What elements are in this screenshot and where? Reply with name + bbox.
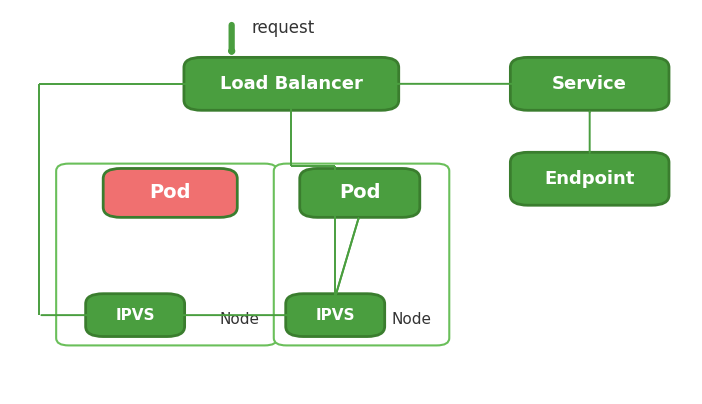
FancyBboxPatch shape — [510, 152, 669, 205]
FancyBboxPatch shape — [300, 168, 420, 217]
Text: Pod: Pod — [339, 183, 380, 202]
FancyBboxPatch shape — [103, 168, 237, 217]
Text: Endpoint: Endpoint — [545, 170, 635, 188]
FancyBboxPatch shape — [86, 294, 185, 337]
Text: Service: Service — [552, 75, 627, 93]
FancyBboxPatch shape — [56, 164, 277, 345]
Text: IPVS: IPVS — [115, 307, 155, 323]
FancyBboxPatch shape — [510, 57, 669, 110]
Text: IPVS: IPVS — [315, 307, 355, 323]
Text: Node: Node — [392, 312, 432, 327]
FancyBboxPatch shape — [286, 294, 385, 337]
Text: request: request — [251, 19, 314, 37]
FancyBboxPatch shape — [184, 57, 399, 110]
Text: Load Balancer: Load Balancer — [220, 75, 363, 93]
Text: Node: Node — [220, 312, 260, 327]
FancyBboxPatch shape — [274, 164, 449, 345]
Text: Pod: Pod — [150, 183, 191, 202]
